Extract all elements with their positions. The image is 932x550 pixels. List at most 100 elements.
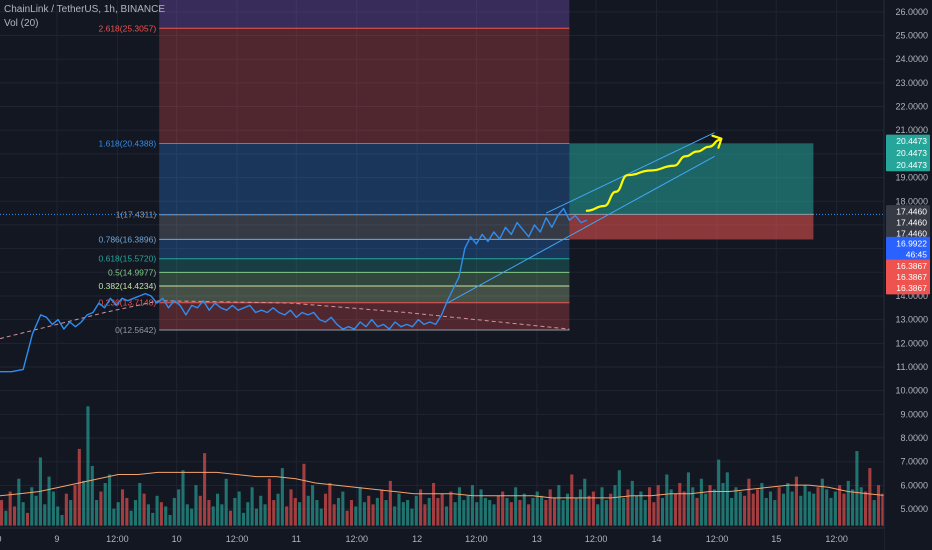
price-badge [886, 236, 930, 250]
time-tick-label: 12:00 [465, 534, 488, 544]
time-tick-label: 12:00 [825, 534, 848, 544]
time-tick-label: 14 [652, 534, 662, 544]
volume-bar [622, 497, 626, 526]
volume-bar [69, 500, 73, 526]
volume-bar [133, 500, 138, 526]
volume-bar [354, 506, 358, 526]
time-tick-label: 12:00 [706, 534, 729, 544]
volume-bar [864, 491, 868, 526]
price-tick-label: 11.0000 [896, 362, 928, 372]
volume-bar [185, 504, 189, 526]
volume-bar [479, 489, 483, 526]
price-badge [886, 226, 930, 240]
volume-bar [302, 463, 306, 526]
price-tick-label: 14.0000 [895, 291, 928, 301]
volume-bar [678, 483, 682, 526]
volume-bar [786, 483, 790, 526]
price-line [0, 207, 588, 373]
price-badge [886, 216, 930, 230]
volume-bar [738, 491, 742, 526]
volume-bar [639, 491, 643, 526]
volume-bar [781, 493, 786, 526]
fib-level-label: 0.5(14.9977) [108, 267, 156, 277]
volume-bar [73, 485, 77, 526]
time-tick-label: 11 [292, 534, 301, 544]
volume-bar [803, 485, 807, 526]
volume-bar [838, 485, 842, 526]
fib-level-label: 0.382(14.4234) [99, 281, 157, 291]
volume-bar [604, 500, 608, 526]
volume-bar [794, 476, 798, 526]
price-badge [886, 270, 930, 284]
fib-zone [159, 28, 570, 144]
volume-bar [375, 497, 379, 526]
volume-bar [233, 497, 237, 526]
volume-bar [440, 493, 444, 526]
volume-bar [725, 472, 729, 526]
volume-bar [211, 506, 215, 526]
volume-bar [34, 495, 38, 526]
volume-bar [64, 493, 68, 526]
volume-bar [410, 508, 414, 526]
volume-bar [112, 508, 116, 526]
volume-bar [362, 502, 366, 526]
volume-bar [306, 495, 310, 526]
volume-bar [397, 493, 401, 526]
volume-bar [224, 478, 228, 526]
fib-level-label: 0.786(16.3896) [99, 234, 157, 244]
price-tick-label: 7.0000 [900, 457, 928, 467]
volume-bar [12, 506, 17, 526]
volume-bar [868, 468, 872, 526]
volume-bar [648, 487, 652, 526]
price-tick-label: 22.0000 [895, 102, 928, 112]
time-tick-label: 12:00 [226, 534, 249, 544]
volume-bar [129, 510, 133, 526]
long-position-tool [569, 143, 814, 240]
fib-zone [159, 0, 570, 29]
price-tick-label: 13.0000 [895, 315, 928, 325]
volume-bar [285, 506, 289, 526]
volume-bar [669, 489, 673, 526]
volume-bar [43, 504, 47, 526]
volume-bar [475, 502, 479, 526]
volume-bar [734, 487, 738, 526]
projection-arrow-path [585, 138, 722, 212]
volume-bar [99, 491, 103, 526]
volume-bar [730, 497, 734, 526]
volume-bar [673, 493, 678, 526]
volume-bar [859, 487, 863, 526]
volume-bar [280, 468, 284, 526]
volume-bar [444, 506, 449, 526]
fib-level-label: 1.618(20.4388) [99, 139, 157, 149]
price-tick-label: 19.0000 [895, 173, 928, 183]
fib-level-label: 0.618(15.5720) [99, 254, 157, 264]
volume-bar [432, 483, 436, 526]
price-tick-label: 26.0000 [895, 7, 928, 17]
price-badge-label: 17.4460 [896, 228, 927, 238]
volume-legend: Vol (20) [4, 18, 39, 29]
time-axis-bg [0, 528, 884, 550]
volume-bar [203, 453, 207, 526]
volume-bar [527, 504, 531, 526]
volume-bar [747, 478, 751, 526]
volume-bar [293, 497, 297, 526]
time-tick-label: 12:00 [106, 534, 129, 544]
volume-bar [453, 502, 457, 526]
volume-bar [276, 493, 280, 526]
volume-bar [198, 495, 202, 526]
volume-bar [56, 506, 60, 526]
volume-bar [393, 506, 397, 526]
volume-bar [496, 495, 500, 526]
volume-bar [699, 478, 703, 526]
volume-bar [25, 512, 30, 526]
volume-bar [609, 493, 613, 526]
volume-bar [328, 483, 332, 526]
volume-bar [423, 504, 427, 526]
time-tick-label: 00 [0, 534, 2, 544]
volume-bar [267, 478, 271, 526]
volume-bar [336, 497, 341, 526]
time-tick-label: 15 [771, 534, 781, 544]
volume-bar [660, 497, 665, 526]
price-tick-label: 9.0000 [900, 409, 928, 419]
